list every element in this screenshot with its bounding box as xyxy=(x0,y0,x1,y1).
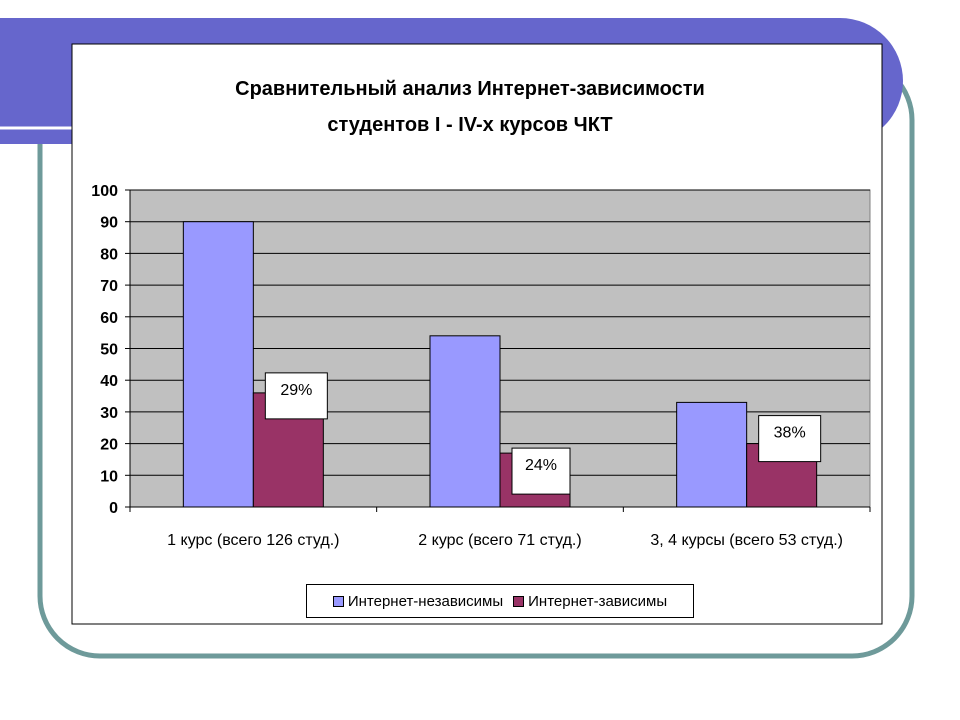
y-tick-label: 60 xyxy=(100,310,118,327)
plot-group: 0 10 20 30 40 50 60 70 80 90 100 1 курс (всего 126 … xyxy=(91,183,871,549)
y-tick-label: 70 xyxy=(100,278,118,295)
chart-title-line-1: Сравнительный анализ Интернет-зависимост… xyxy=(235,78,705,100)
y-tick-label: 100 xyxy=(91,183,118,200)
chart-title-line-2: студентов I - IV-х курсов ЧКТ xyxy=(327,114,612,136)
legend-swatch-independent xyxy=(332,595,344,607)
y-tick-label: 90 xyxy=(100,215,118,232)
annotation-label: 29% xyxy=(280,382,312,399)
bar-independent xyxy=(676,401,748,508)
bar-independent xyxy=(429,335,501,508)
legend-label-independent: Интернет-независимы xyxy=(347,592,504,610)
y-tick-label: 0 xyxy=(109,500,118,517)
annotation-label: 24% xyxy=(525,457,557,474)
y-tick-label: 20 xyxy=(100,437,118,454)
annotation-box xyxy=(758,415,822,463)
chart-legend: Интернет-независимы Интернет-зависимы xyxy=(306,584,694,618)
legend-item-independent: Интернет-независимы xyxy=(332,592,504,610)
x-tick-label: 1 курс (всего 126 студ.) xyxy=(167,532,339,549)
y-tick-label: 30 xyxy=(100,405,118,422)
y-tick-label: 80 xyxy=(100,246,118,263)
x-tick-label: 2 курс (всего 71 студ.) xyxy=(418,532,581,549)
annotation-box xyxy=(511,447,571,495)
annotation-label: 38% xyxy=(774,425,806,442)
y-tick-label: 40 xyxy=(100,373,118,390)
legend-item-dependent: Интернет-зависимы xyxy=(513,593,667,610)
bar-independent xyxy=(182,221,254,508)
x-tick-label: 3, 4 курсы (всего 53 студ.) xyxy=(650,532,843,549)
y-tick-label: 10 xyxy=(100,468,118,485)
legend-swatch-dependent xyxy=(513,595,525,607)
y-tick-label: 50 xyxy=(100,342,118,359)
annotation-box xyxy=(264,372,328,420)
legend-label-dependent: Интернет-зависимы xyxy=(528,592,668,610)
